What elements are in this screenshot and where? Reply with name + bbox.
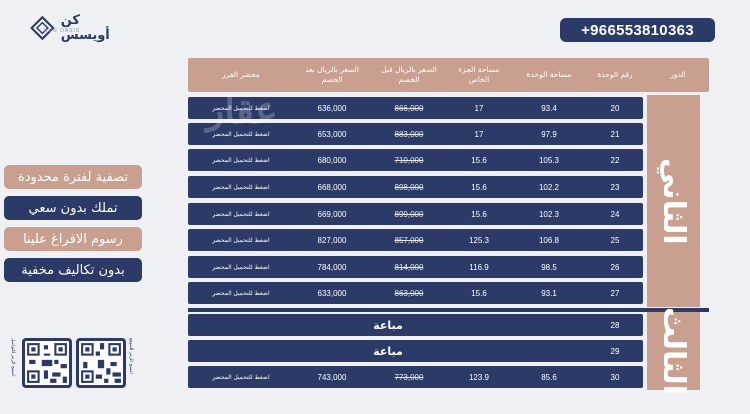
private-area: 15.6 [471, 288, 487, 298]
private-area: 17 [474, 103, 484, 113]
price-before: 773,000 [394, 372, 424, 382]
price-before: 866,000 [394, 103, 424, 113]
promo-no-hidden-costs: بدون تكاليف مخفية [4, 258, 142, 282]
promo-transfer-fees: رسوم الافراغ علينا [4, 227, 142, 251]
unit-number: 25 [610, 235, 620, 245]
price-after: 784,000 [317, 262, 347, 272]
unit-number: 30 [610, 372, 620, 382]
header-price-after: السعر بالريال بعد الخصم [305, 65, 359, 84]
header-unit-area: مساحة الوحدة [526, 70, 572, 79]
unit-area: 102.3 [538, 209, 560, 219]
price-after: 653,000 [317, 129, 347, 139]
private-area: 15.6 [471, 209, 487, 219]
private-area: 15.6 [471, 182, 487, 192]
table-row: 26 98.5 116.9 814,000 784,000 اضغط للتحم… [188, 256, 643, 278]
qr-code-contact[interactable] [22, 338, 72, 388]
price-after: 668,000 [317, 182, 347, 192]
logo-mark-icon [30, 15, 55, 41]
unit-area: 102.2 [538, 182, 560, 192]
unit-area: 93.1 [541, 288, 557, 298]
download-report-link[interactable]: اضغط للتحميل المحضر [212, 184, 270, 191]
unit-number: 20 [610, 103, 620, 113]
price-before: 883,000 [394, 129, 424, 139]
table-row: 20 93.4 17 866,000 636,000 اضغط للتحميل … [188, 97, 643, 119]
header-unit-number: رقم الوحدة [597, 70, 633, 79]
download-report-link[interactable]: اضغط للتحميل المحضر [212, 374, 270, 381]
unit-number: 23 [610, 182, 620, 192]
table-row: 22 105.3 15.6 710,000 680,000 اضغط للتحم… [188, 149, 643, 171]
unit-number: 24 [610, 209, 620, 219]
qr-code-icon [27, 343, 67, 383]
header-price-before: السعر بالريال قبل الخصم [381, 65, 437, 84]
unit-number: 27 [610, 288, 620, 298]
table-row: 23 102.2 15.6 898,000 668,000 اضغط للتحم… [188, 176, 643, 198]
table-row-sold: مباعة 29 [188, 340, 643, 362]
private-area: 116.9 [469, 262, 489, 272]
unit-number: 22 [610, 155, 620, 165]
qr-code-icon [81, 343, 121, 383]
download-report-link[interactable]: اضغط للتحميل المحضر [212, 237, 270, 244]
table-row: 24 102.3 15.6 899,000 669,000 اضغط للتحم… [188, 203, 643, 225]
header-reservation: محضر الفرز [222, 70, 260, 79]
price-after: 633,000 [317, 288, 347, 298]
floor-divider [188, 308, 709, 312]
unit-number: 21 [610, 129, 620, 139]
price-before: 814,000 [394, 262, 424, 272]
unit-number: 28 [610, 320, 620, 330]
table-row: 25 106.8 125.3 857,000 827,000 اضغط للتح… [188, 229, 643, 251]
header-private-area: مساحة الجزء الخاص [458, 65, 500, 84]
unit-area: 97.9 [541, 129, 557, 139]
qr-caption-contact: امسح الرمز للتواصل [10, 338, 15, 377]
brand-logo: كن أويسس [30, 12, 130, 44]
price-after: 669,000 [317, 209, 347, 219]
sold-label: مباعة [373, 318, 403, 332]
price-before: 899,000 [394, 209, 424, 219]
unit-area: 105.3 [538, 155, 560, 165]
download-report-link[interactable]: اضغط للتحميل المحضر [212, 157, 270, 164]
header-floor: الدور [670, 70, 686, 79]
unit-area: 106.8 [538, 235, 560, 245]
promo-no-commission: تملك بدون سعي [4, 196, 142, 220]
table-row: 30 85.6 123.9 773,000 743,000 اضغط للتحم… [188, 366, 643, 388]
price-after: 636,000 [317, 103, 347, 113]
unit-number: 29 [610, 346, 620, 356]
private-area: 15.6 [471, 155, 487, 165]
floor-label-third: الثالث [656, 306, 691, 396]
sold-label: مباعة [373, 344, 403, 358]
floor-panel-second: الثاني [647, 95, 700, 307]
table-header: الدور رقم الوحدة مساحة الوحدة مساحة الجز… [188, 58, 709, 92]
table-row: 21 97.9 17 883,000 653,000 اضغط للتحميل … [188, 123, 643, 145]
promo-limited-clearance: تصفية لفترة محدودة [4, 165, 142, 189]
qr-caption-location: امسح الرمز للموقع [128, 338, 133, 374]
download-report-link[interactable]: اضغط للتحميل المحضر [212, 290, 270, 297]
price-after: 743,000 [317, 372, 347, 382]
price-before: 898,000 [394, 182, 424, 192]
price-before: 710,000 [394, 155, 424, 165]
price-after: 680,000 [317, 155, 347, 165]
floor-panel-third: الثالث [647, 306, 700, 396]
unit-number: 26 [610, 262, 620, 272]
private-area: 17 [474, 129, 484, 139]
download-report-link[interactable]: اضغط للتحميل المحضر [212, 211, 270, 218]
table-row: 27 93.1 15.6 863,000 633,000 اضغط للتحمي… [188, 282, 643, 304]
download-report-link[interactable]: اضغط للتحميل المحضر [212, 264, 270, 271]
private-area: 125.3 [468, 235, 490, 245]
price-after: 827,000 [317, 235, 347, 245]
private-area: 123.9 [468, 372, 490, 382]
floor-label-second: الثاني [656, 157, 691, 245]
qr-code-location[interactable] [76, 338, 126, 388]
price-before: 863,000 [394, 288, 424, 298]
unit-area: 98.5 [541, 262, 557, 272]
logo-text: كن أويسس [60, 13, 110, 43]
unit-area: 85.6 [541, 372, 557, 382]
unit-area: 93.4 [541, 103, 557, 113]
price-before: 857,000 [394, 235, 424, 245]
logo-subtext: KUN OASIS [44, 28, 81, 34]
table-row-sold: مباعة 28 [188, 314, 643, 336]
download-report-link[interactable]: اضغط للتحميل المحضر [212, 131, 270, 138]
download-report-link[interactable]: اضغط للتحميل المحضر [212, 105, 270, 112]
phone-number-badge[interactable]: +966553810363 [560, 18, 715, 42]
